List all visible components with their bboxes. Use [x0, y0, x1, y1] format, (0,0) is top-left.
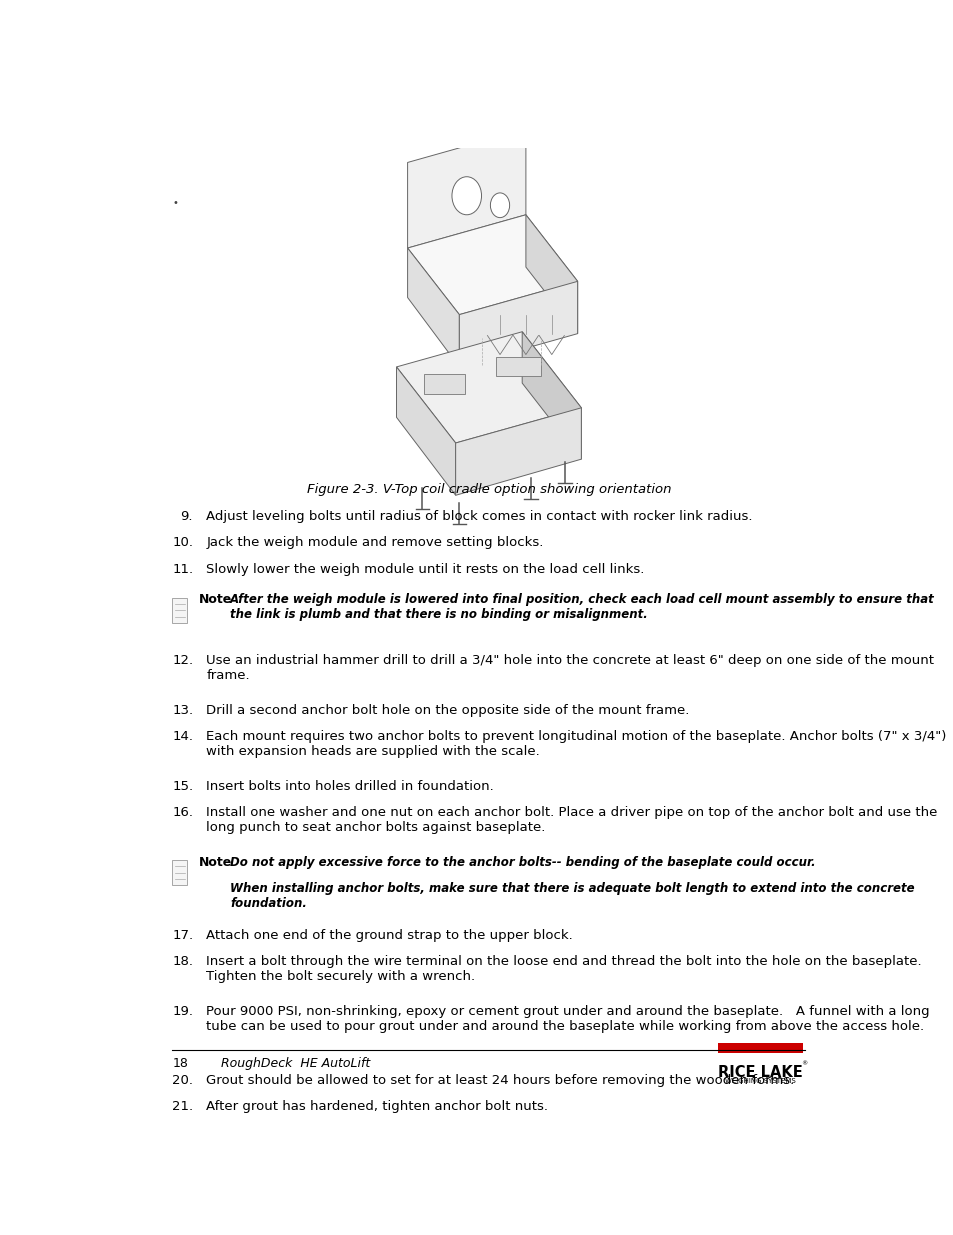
Text: Note: Note	[199, 856, 233, 868]
Text: 13.: 13.	[172, 704, 193, 716]
Text: After the weigh module is lowered into final position, check each load cell moun: After the weigh module is lowered into f…	[230, 593, 934, 621]
Polygon shape	[407, 215, 577, 315]
Text: RoughDeck  HE AutoLift: RoughDeck HE AutoLift	[220, 1056, 370, 1070]
Text: RICE LAKE: RICE LAKE	[718, 1065, 801, 1079]
Text: Pour 9000 PSI, non-shrinking, epoxy or cement grout under and around the basepla: Pour 9000 PSI, non-shrinking, epoxy or c…	[206, 1004, 929, 1032]
Text: 16.: 16.	[172, 806, 193, 819]
Text: 19.: 19.	[172, 1004, 193, 1018]
Text: Jack the weigh module and remove setting blocks.: Jack the weigh module and remove setting…	[206, 536, 543, 550]
Text: 15.: 15.	[172, 779, 193, 793]
Bar	[172, 861, 187, 885]
Polygon shape	[396, 367, 456, 495]
Text: Adjust leveling bolts until radius of block comes in contact with rocker link ra: Adjust leveling bolts until radius of bl…	[206, 510, 752, 522]
Text: Do not apply excessive force to the anchor bolts-- bending of the baseplate coul: Do not apply excessive force to the anch…	[230, 856, 815, 868]
Text: Use an industrial hammer drill to drill a 3/4" hole into the concrete at least 6: Use an industrial hammer drill to drill …	[206, 655, 934, 683]
Polygon shape	[496, 357, 540, 377]
Text: Insert bolts into holes drilled in foundation.: Insert bolts into holes drilled in found…	[206, 779, 494, 793]
Text: Slowly lower the weigh module until it rests on the load cell links.: Slowly lower the weigh module until it r…	[206, 563, 644, 576]
Text: 12.: 12.	[172, 655, 193, 667]
Polygon shape	[424, 373, 464, 394]
Text: Grout should be allowed to set for at least 24 hours before removing the wooden : Grout should be allowed to set for at le…	[206, 1074, 794, 1087]
Text: 20.: 20.	[172, 1074, 193, 1087]
Text: 9.: 9.	[180, 510, 193, 522]
Text: WEIGHING SYSTEMS: WEIGHING SYSTEMS	[724, 1078, 795, 1084]
Text: 18: 18	[172, 1056, 188, 1070]
Text: ®: ®	[801, 1061, 806, 1066]
Text: Note: Note	[199, 593, 233, 606]
Polygon shape	[525, 215, 577, 333]
Text: Attach one end of the ground strap to the upper block.: Attach one end of the ground strap to th…	[206, 929, 573, 942]
Text: Each mount requires two anchor bolts to prevent longitudinal motion of the basep: Each mount requires two anchor bolts to …	[206, 730, 946, 758]
Polygon shape	[407, 248, 459, 367]
Text: 18.: 18.	[172, 956, 193, 968]
Text: After grout has hardened, tighten anchor bolt nuts.: After grout has hardened, tighten anchor…	[206, 1100, 548, 1114]
Text: 14.: 14.	[172, 730, 193, 743]
Bar	[718, 1044, 802, 1052]
Text: Insert a bolt through the wire terminal on the loose end and thread the bolt int: Insert a bolt through the wire terminal …	[206, 956, 922, 983]
Bar	[172, 598, 187, 622]
Text: •: •	[172, 198, 178, 207]
Circle shape	[452, 177, 481, 215]
Polygon shape	[396, 332, 580, 443]
Text: Drill a second anchor bolt hole on the opposite side of the mount frame.: Drill a second anchor bolt hole on the o…	[206, 704, 689, 716]
Circle shape	[490, 193, 509, 217]
Text: Figure 2-3. V-Top coil cradle option showing orientation: Figure 2-3. V-Top coil cradle option sho…	[306, 483, 671, 496]
Polygon shape	[459, 282, 577, 367]
Polygon shape	[456, 408, 580, 495]
Text: 10.: 10.	[172, 536, 193, 550]
Polygon shape	[521, 332, 580, 459]
Text: 17.: 17.	[172, 929, 193, 942]
Polygon shape	[407, 130, 525, 248]
Text: 21.: 21.	[172, 1100, 193, 1114]
Text: 11.: 11.	[172, 563, 193, 576]
Text: When installing anchor bolts, make sure that there is adequate bolt length to ex: When installing anchor bolts, make sure …	[230, 882, 914, 910]
Text: Install one washer and one nut on each anchor bolt. Place a driver pipe on top o: Install one washer and one nut on each a…	[206, 806, 937, 835]
